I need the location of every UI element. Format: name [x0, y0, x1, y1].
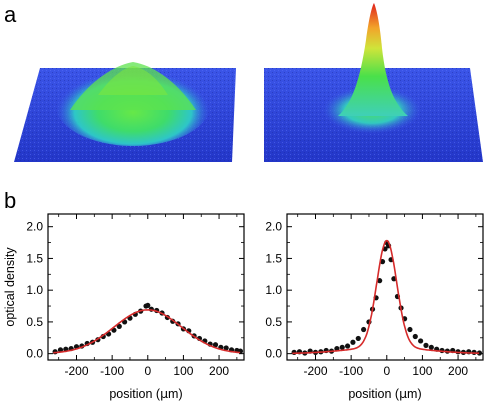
data-point [377, 278, 383, 284]
data-point [334, 345, 340, 352]
y-tick-label: 0.5 [26, 315, 43, 329]
data-point [223, 345, 229, 351]
plot-frame [286, 213, 484, 361]
y-tick-label: 1.0 [265, 283, 282, 297]
panel-label-b: b [4, 188, 17, 213]
data-point [339, 344, 345, 350]
data-point [423, 342, 429, 348]
y-tick-label: 0.0 [26, 347, 43, 361]
data-point [116, 323, 122, 329]
fit-curve [53, 309, 241, 354]
x-tick-label: -200 [303, 364, 327, 378]
data-point [355, 335, 361, 342]
chart-thermal: -200 -100 0 100 200 0.0 0.5 1.0 1.5 2.0 position (… [3, 213, 245, 401]
data-point [291, 349, 297, 355]
x-tick-label: 100 [173, 364, 193, 378]
y-axis-title: optical density [3, 247, 17, 327]
chart-condensate: -200 -100 0 100 200 0.0 0.5 1.0 1.5 2.0 position (… [265, 213, 484, 401]
x-tick-label: 200 [448, 364, 468, 378]
y-tick-label: 1.0 [26, 283, 43, 297]
y-tick-label: 0.5 [265, 315, 282, 329]
data-point [407, 326, 413, 333]
y-tick-label: 1.5 [26, 251, 43, 265]
data-point [476, 350, 483, 356]
data-point [344, 343, 351, 349]
y-tick-label: 1.5 [265, 251, 282, 265]
x-tick-label: -200 [64, 364, 88, 378]
fit-curve [292, 239, 480, 355]
y-tick-label: 2.0 [26, 220, 43, 234]
x-axis-title: position (μm) [348, 386, 421, 401]
condensate-peak [338, 3, 408, 116]
x-tick-label: -100 [339, 364, 363, 378]
surface-plot-condensate [264, 3, 483, 162]
data-point [350, 339, 356, 345]
data-point [412, 333, 418, 340]
x-tick-label: 0 [144, 364, 151, 378]
plot-frame [47, 213, 245, 361]
data-point [418, 338, 424, 344]
x-tick-label: -100 [100, 364, 124, 378]
x-tick-label: 200 [209, 364, 229, 378]
x-axis-title: position (μm) [109, 386, 182, 401]
surface-plot-thermal [14, 62, 236, 162]
y-tick-label: 2.0 [265, 220, 282, 234]
panel-label-a: a [4, 2, 17, 27]
x-tick-label: 0 [383, 364, 390, 378]
x-tick-label: 100 [412, 364, 432, 378]
y-tick-label: 0.0 [265, 347, 282, 361]
data-point [361, 326, 367, 333]
data-point [212, 342, 219, 348]
data-point [145, 302, 151, 309]
data-point [428, 344, 434, 350]
